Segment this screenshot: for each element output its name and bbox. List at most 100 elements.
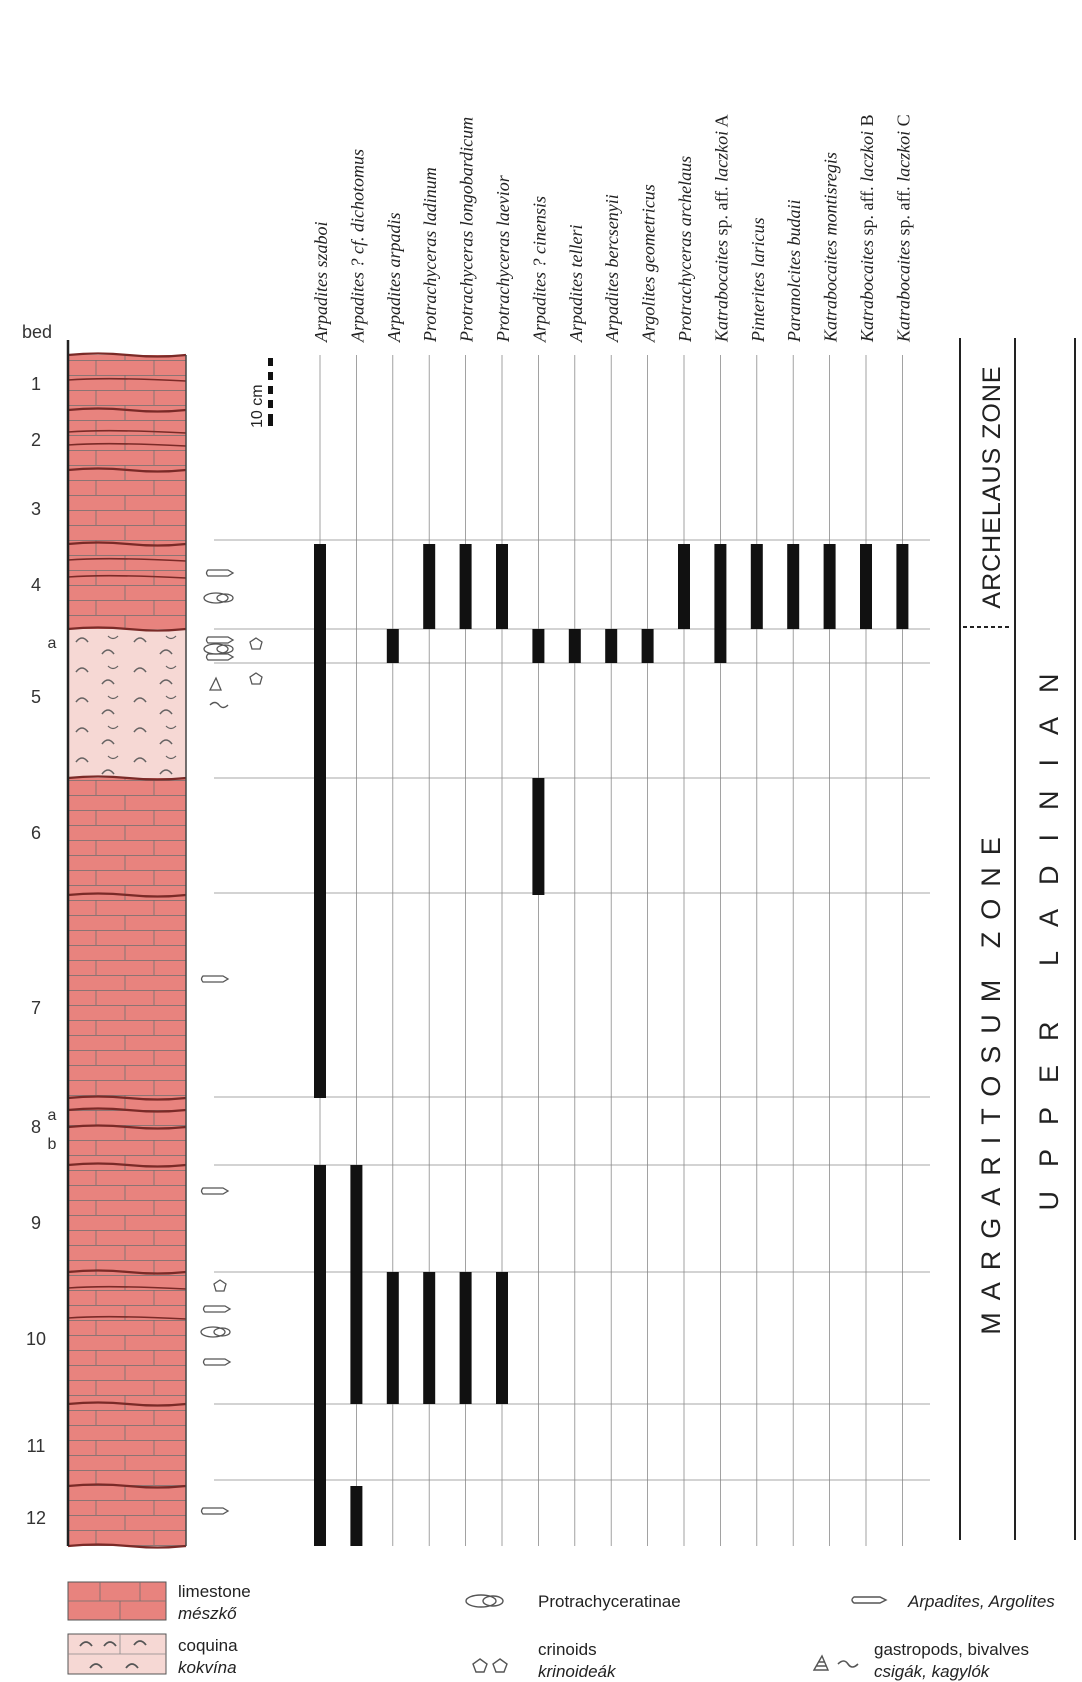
taxon-label: Arpadites szaboi bbox=[311, 221, 331, 343]
gastropod-symbol bbox=[208, 676, 222, 691]
legend-limestone-hu: mészkő bbox=[178, 1604, 237, 1623]
legend-gastropods-hu: csigák, kagylók bbox=[874, 1662, 991, 1681]
range-bar bbox=[750, 544, 763, 629]
bed-label: 3 bbox=[31, 499, 41, 519]
crinoid-icon bbox=[472, 1658, 488, 1673]
range-bar bbox=[386, 1272, 399, 1404]
fossil-symbols bbox=[200, 569, 263, 1515]
bed-boundary bbox=[67, 541, 187, 547]
taxon-label: Arpadites bercsenyii bbox=[602, 194, 622, 343]
taxon-label: Paranolcites budaii bbox=[784, 200, 804, 344]
taxon-label: Protrachyceras laevior bbox=[493, 174, 513, 343]
arpadites-symbol bbox=[202, 1358, 232, 1366]
legend-gastropods: gastropods, bivalves csigák, kagylók bbox=[812, 1640, 1029, 1681]
taxon-label: Arpadites ? cf. dichotomus bbox=[347, 149, 367, 343]
bedding-plane bbox=[67, 442, 187, 447]
taxon-label: Protrachyceras archelaus bbox=[675, 156, 695, 343]
upper-ladinian-label: UPPER LADINIAN bbox=[1034, 649, 1064, 1210]
bed-boundary bbox=[67, 352, 187, 358]
taxon-label: Katrabocaites montisregis bbox=[821, 152, 841, 343]
arpadites-symbol bbox=[200, 975, 230, 983]
margaritosum-zone-label: MARGARITOSUM ZONE bbox=[976, 825, 1006, 1335]
bedding-plane bbox=[67, 1315, 187, 1320]
arpadites-symbol bbox=[205, 569, 235, 577]
bed-boundary bbox=[67, 1162, 187, 1168]
bed-label: 9 bbox=[31, 1213, 41, 1233]
arpadites-icon bbox=[851, 1596, 888, 1604]
bed-boundary bbox=[67, 1269, 187, 1275]
bivalve-symbol bbox=[209, 701, 229, 709]
taxon-label: Protrachyceras ladinum bbox=[420, 167, 440, 343]
crinoid-symbol bbox=[249, 672, 263, 685]
protrachyceratinae-symbol bbox=[216, 593, 234, 603]
bedding-plane bbox=[67, 377, 187, 382]
bedding-plane bbox=[67, 574, 187, 579]
range-bar bbox=[314, 544, 326, 1098]
bed-boundary bbox=[67, 407, 187, 413]
bed-label: 8 bbox=[31, 1117, 41, 1137]
range-bar bbox=[860, 544, 872, 629]
bed-boundary bbox=[67, 1401, 187, 1407]
bed-header: bed bbox=[22, 322, 52, 342]
range-bar bbox=[568, 629, 581, 663]
bed-boundary bbox=[67, 892, 187, 898]
bedding-plane bbox=[67, 429, 187, 434]
bed-label: 6 bbox=[31, 823, 41, 843]
zone-column: ARCHELAUS ZONE MARGARITOSUM ZONE UPPER L… bbox=[959, 338, 1076, 1540]
taxon-label: Arpadites ? cinensis bbox=[529, 196, 549, 343]
bed-boundary bbox=[67, 1124, 187, 1130]
crinoid-symbol bbox=[213, 1279, 227, 1292]
range-bar bbox=[350, 1486, 363, 1546]
bed-label: 2 bbox=[31, 430, 41, 450]
legend-protrachyceratinae: Protrachyceratinae bbox=[465, 1592, 681, 1611]
range-bar bbox=[423, 544, 436, 629]
bed-boundary bbox=[67, 467, 187, 473]
legend-limestone: limestone mészkő bbox=[67, 1581, 251, 1623]
bed-boundary bbox=[67, 1107, 187, 1113]
arpadites-symbol bbox=[202, 1305, 232, 1313]
range-bar bbox=[678, 544, 690, 629]
bed-sublabel: b bbox=[48, 1136, 57, 1153]
taxon-label: Arpadites telleri bbox=[566, 225, 586, 343]
bed-boundary bbox=[67, 1543, 187, 1549]
arpadites-symbol bbox=[205, 636, 235, 644]
crinoid-symbol bbox=[249, 637, 263, 650]
range-bar bbox=[823, 544, 836, 629]
range-bar bbox=[532, 629, 545, 663]
arpadites-symbol bbox=[200, 1187, 230, 1195]
range-bar bbox=[532, 778, 545, 895]
protrachyceratinae-icon bbox=[465, 1594, 504, 1608]
legend-arpadites-text: Arpadites, Argolites bbox=[907, 1592, 1055, 1611]
protrachyceratinae-symbol bbox=[203, 592, 229, 604]
range-bar bbox=[350, 1165, 363, 1404]
taxa-labels: Arpadites szaboi Arpadites ? cf. dichotom… bbox=[311, 114, 913, 343]
taxon-label: Katrabocaites sp. aff. laczkoi B bbox=[857, 114, 877, 343]
range-bar bbox=[459, 1272, 472, 1404]
arpadites-symbol bbox=[200, 1507, 230, 1515]
bed-sublabel: a bbox=[48, 1107, 57, 1124]
taxon-label: Pinterites laricus bbox=[748, 218, 768, 344]
bed-label: 12 bbox=[26, 1508, 46, 1528]
range-bar bbox=[641, 629, 654, 663]
range-bar bbox=[386, 629, 399, 663]
archelaus-zone-label: ARCHELAUS ZONE bbox=[978, 365, 1006, 608]
legend-crinoids: crinoids krinoideák bbox=[472, 1640, 617, 1681]
bivalve-icon bbox=[837, 1660, 859, 1668]
legend: limestone mészkő coquina kokvína Protrac… bbox=[67, 1581, 1055, 1681]
scale-bar: 10 cm bbox=[249, 358, 273, 428]
bed-sublabel: a bbox=[48, 635, 57, 652]
bedding-plane bbox=[67, 1285, 187, 1290]
arpadites-symbol bbox=[205, 653, 235, 661]
range-bar bbox=[423, 1272, 436, 1404]
lithologic-column bbox=[66, 340, 187, 1549]
bed-label: 4 bbox=[31, 575, 41, 595]
gastropod-icon bbox=[812, 1654, 830, 1671]
bed-label: 5 bbox=[31, 687, 41, 707]
legend-limestone-en: limestone bbox=[178, 1582, 251, 1601]
taxon-label: Katrabocaites sp. aff. laczkoi C bbox=[893, 114, 913, 343]
range-bar bbox=[496, 544, 508, 629]
range-bars bbox=[314, 544, 909, 1546]
taxon-label: Arpadites arpadis bbox=[384, 212, 404, 343]
